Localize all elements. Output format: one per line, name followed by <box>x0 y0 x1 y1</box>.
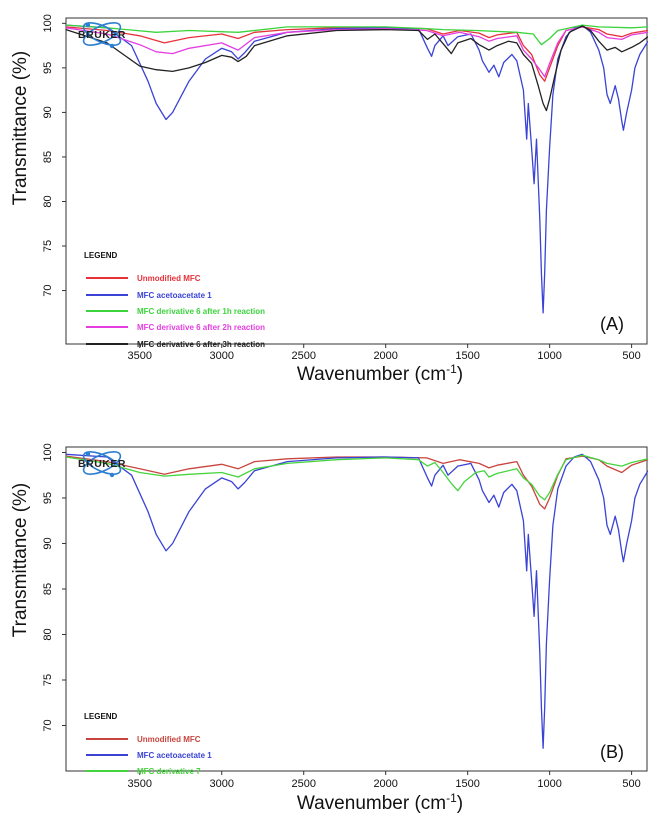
y-tick-label: 80 <box>42 628 54 640</box>
logo-dot <box>109 43 115 49</box>
legend-label: Unmodified MFC <box>137 735 201 744</box>
legend-heading: LEGEND <box>84 251 118 260</box>
x-axis-title-close: ) <box>457 364 463 385</box>
x-tick-label: 1500 <box>455 350 479 362</box>
bruker-logo: BRUKER <box>78 22 126 49</box>
y-tick-label: 85 <box>42 583 54 595</box>
y-tick-label: 80 <box>42 195 54 207</box>
logo-orbit <box>82 451 122 475</box>
x-axis-title-sup: -1 <box>446 362 457 376</box>
legend-label: MFC derivative 6 after 3h reaction <box>137 340 265 349</box>
y-tick-label: 95 <box>42 492 54 504</box>
y-tick-label: 100 <box>42 14 54 32</box>
series-line-3 <box>65 454 648 501</box>
legend: LEGEND Unmodified MFC MFC acetoacetate 1 MF… <box>84 251 265 349</box>
x-axis-title: Wavenumber (cm-1) <box>297 791 463 814</box>
y-tick-label: 90 <box>42 106 54 118</box>
legend-label: MFC derivative 6 after 2h reaction <box>137 323 265 332</box>
logo-text: BRUKER <box>78 29 126 41</box>
y-tick-label: 95 <box>42 62 54 74</box>
bruker-logo: BRUKER <box>78 451 126 478</box>
y-tick-label: 85 <box>42 151 54 163</box>
x-axis-title-main: Wavenumber (cm <box>297 793 446 814</box>
legend-heading: LEGEND <box>84 712 118 721</box>
legend: LEGEND Unmodified MFC MFC acetoacetate 1 MF… <box>84 712 212 776</box>
y-axis-title: Transmittance (%) <box>10 483 31 638</box>
x-tick-label: 1000 <box>537 778 561 790</box>
legend-label: MFC derivative 7 <box>137 767 201 776</box>
logo-dot <box>85 22 91 28</box>
logo-orbit <box>82 451 122 475</box>
x-tick-label: 2000 <box>373 778 397 790</box>
y-tick-label: 70 <box>42 719 54 731</box>
panel-label: (B) <box>600 742 624 762</box>
series-line-1 <box>65 455 648 510</box>
y-axis-title: Transmittance (%) <box>10 51 31 206</box>
y-tick-label: 90 <box>42 537 54 549</box>
x-tick-label: 500 <box>622 350 640 362</box>
legend-label: MFC derivative 6 after 1h reaction <box>137 307 265 316</box>
logo-dot <box>109 472 115 478</box>
plot-frame <box>65 446 648 772</box>
x-tick-label: 3500 <box>128 350 152 362</box>
panel-label: (A) <box>600 314 624 334</box>
legend-label: MFC acetoacetate 1 <box>137 751 212 760</box>
x-tick-label: 1000 <box>537 350 561 362</box>
x-tick-label: 500 <box>622 778 640 790</box>
x-tick-label: 3000 <box>210 778 234 790</box>
x-axis-title: Wavenumber (cm-1) <box>297 362 463 385</box>
y-tick-label: 75 <box>42 674 54 686</box>
x-tick-label: 2500 <box>291 350 315 362</box>
x-tick-label: 2500 <box>291 778 315 790</box>
series-line-2 <box>65 24 648 314</box>
x-axis-title-sup: -1 <box>446 791 457 805</box>
series-line-5 <box>65 25 648 112</box>
y-tick-label: 70 <box>42 284 54 296</box>
x-axis-title-close: ) <box>457 793 463 814</box>
chart-panel-b: 70 75 80 85 90 95 100 3500 3000 2500 2000 1500 1000 5… <box>10 443 648 814</box>
logo-orbit <box>82 22 122 46</box>
x-tick-label: 1500 <box>455 778 479 790</box>
y-tick-label: 100 <box>42 443 54 461</box>
logo-orbit <box>82 22 122 46</box>
x-tick-label: 3000 <box>210 350 234 362</box>
x-tick-label: 2000 <box>373 350 397 362</box>
x-tick-label: 3500 <box>128 778 152 790</box>
plot-frame <box>65 17 648 345</box>
series-line-3 <box>65 24 648 46</box>
y-tick-label: 75 <box>42 240 54 252</box>
series-line-2 <box>65 453 648 749</box>
logo-text: BRUKER <box>78 458 126 470</box>
chart-panel-a: 70 75 80 85 90 95 100 3500 3000 2500 2000 1500 1000 5… <box>10 14 648 385</box>
logo-dot <box>85 451 91 457</box>
x-axis-title-main: Wavenumber (cm <box>297 364 446 385</box>
legend-label: MFC acetoacetate 1 <box>137 291 212 300</box>
legend-label: Unmodified MFC <box>137 274 201 283</box>
